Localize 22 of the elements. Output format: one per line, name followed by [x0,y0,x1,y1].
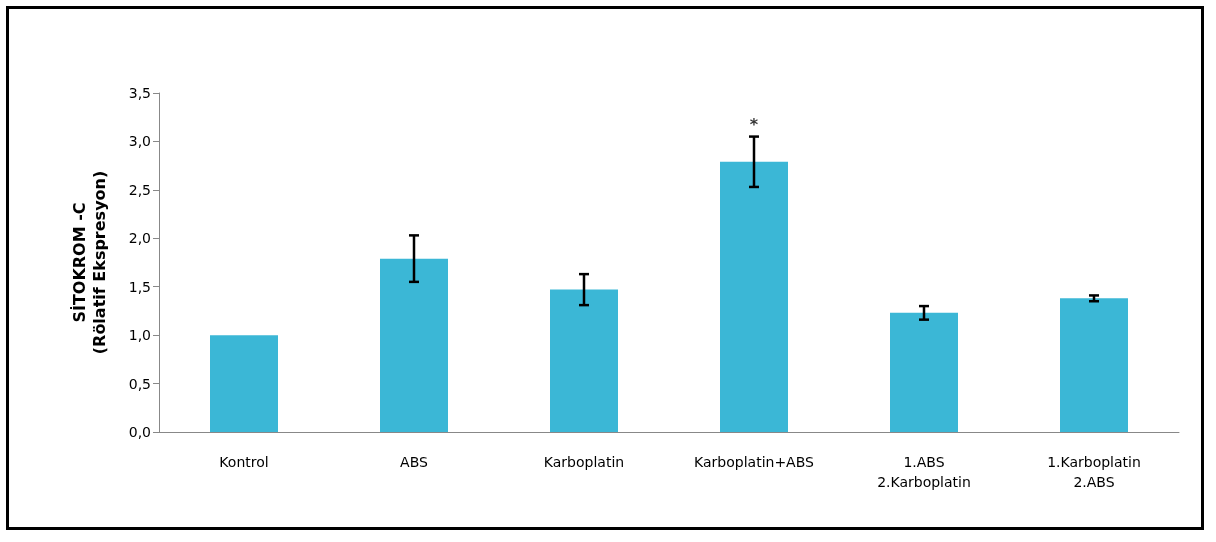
y-tick-label: 0,0 [128,424,151,440]
bar [890,312,958,432]
bar [720,161,788,432]
annotation: * [749,115,759,135]
x-tick-label: Karboplatin+ABS [694,454,815,470]
x-tick-label: ABS [400,454,429,470]
y-tick-label: 3,5 [128,85,151,101]
x-tick-label: 1.ABS 2.Karboplatin [877,454,971,490]
bar [1060,298,1128,432]
y-tick-label: 2,0 [128,230,151,247]
y-tick-label: 2,5 [128,181,151,198]
bar [550,289,618,432]
x-tick-label: Kontrol [219,454,269,470]
y-tick-label: 3,0 [128,133,151,150]
y-tick-label: 0,5 [128,375,151,392]
bar [380,258,448,432]
y-tick-label: 1,0 [128,327,151,344]
x-tick-label: Karboplatin [543,454,625,470]
y-axis-title: SİTOKROM -C (Rölatif Ekspresyon) [69,170,109,355]
bar [210,335,278,432]
y-tick-label: 1,5 [128,278,151,295]
x-tick-label: 1.Karboplatin 2.ABS [1047,454,1141,490]
